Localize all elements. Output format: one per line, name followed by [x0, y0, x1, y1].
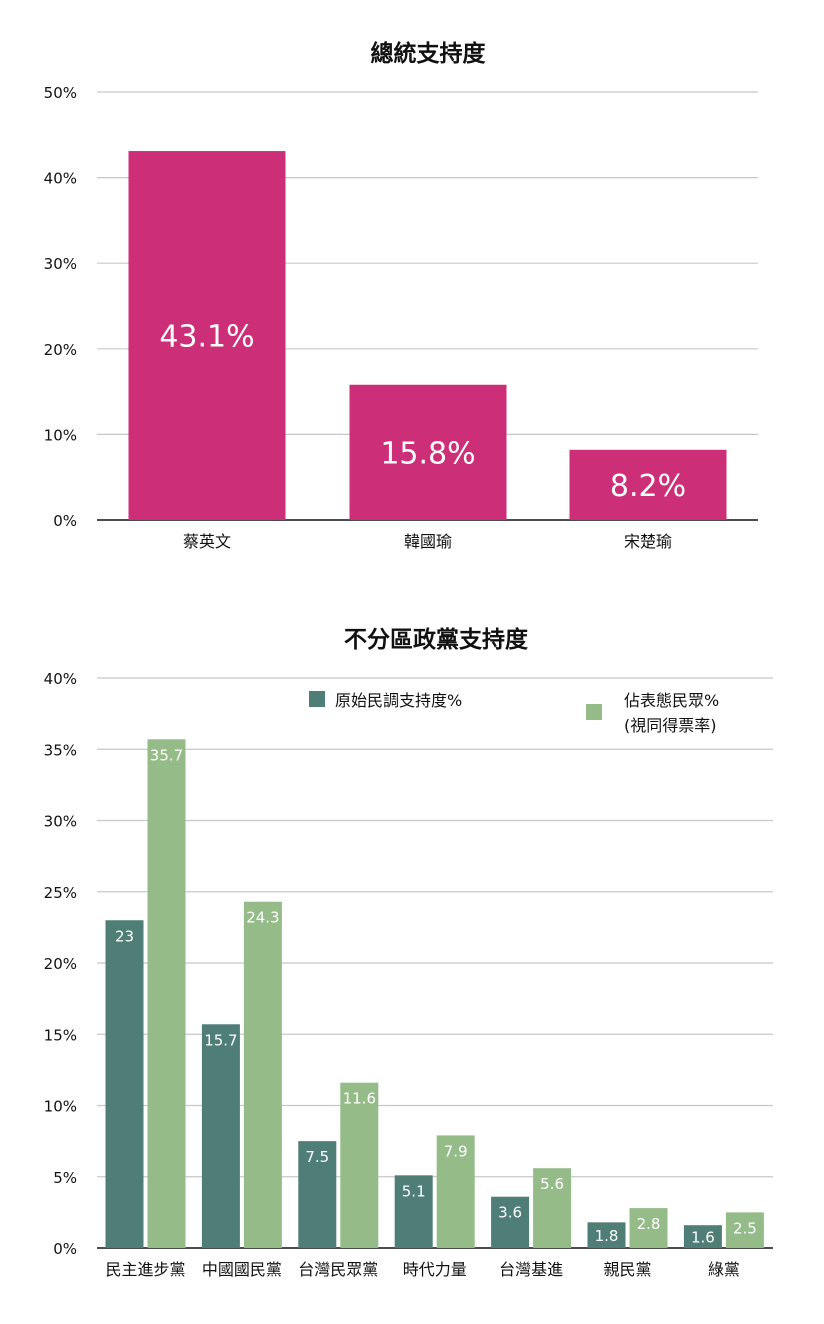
party-list-support-chart: 不分區政黨支持度 0% 5% 10% 15% 20% 25% 30% 35% 40% 23 35.…: [44, 626, 773, 1279]
y-tick-label: 5%: [53, 1169, 77, 1187]
bar-raw-poll: [491, 1196, 530, 1248]
bar-raw-poll: [201, 1024, 240, 1248]
bar-decided-share: [147, 739, 186, 1248]
y-tick-label: 30%: [44, 813, 77, 831]
y-tick-label: 15%: [44, 1026, 77, 1044]
presidential-support-chart: 總統支持度 0% 10% 20% 30% 40% 50% 43.1% 15.8% 8.2% 蔡…: [44, 40, 758, 551]
bar-value-label: 35.7: [150, 746, 183, 764]
bar: [569, 449, 727, 520]
y-tick-label: 0%: [53, 1240, 77, 1258]
bar-value-label: 3.6: [498, 1204, 522, 1222]
bar-value-label: 1.6: [691, 1229, 715, 1247]
y-tick-label: 10%: [44, 426, 77, 444]
bar-raw-poll: [298, 1141, 337, 1248]
bar-value-label: 15.7: [204, 1031, 237, 1049]
y-tick-label: 40%: [44, 670, 77, 688]
bar-value-label: 43.1%: [159, 320, 254, 355]
x-axis-ticks: 民主進步黨 中國國民黨 台灣民眾黨 時代力量 台灣基進 親民黨 綠黨: [105, 1260, 739, 1279]
bar-decided-share: [629, 1208, 668, 1248]
y-tick-label: 0%: [53, 512, 77, 530]
y-tick-label: 50%: [44, 84, 77, 102]
bar-raw-poll: [587, 1222, 626, 1248]
y-tick-label: 35%: [44, 741, 77, 759]
x-tick-label: 台灣民眾黨: [298, 1260, 378, 1279]
bar-value-label: 7.5: [305, 1148, 329, 1166]
y-tick-label: 40%: [44, 170, 77, 188]
bar-value-label: 11.6: [343, 1090, 376, 1108]
bar-value-label: 23: [115, 927, 134, 945]
legend-label-decided-share: 佔表態民眾%: [624, 691, 719, 710]
y-axis-ticks: 0% 10% 20% 30% 40% 50%: [44, 84, 77, 530]
y-tick-label: 10%: [44, 1098, 77, 1116]
bar-raw-poll: [683, 1225, 722, 1248]
y-tick-label: 30%: [44, 255, 77, 273]
y-tick-label: 25%: [44, 884, 77, 902]
bar-value-label: 7.9: [444, 1142, 468, 1160]
x-tick-label: 民主進步黨: [105, 1260, 185, 1279]
x-tick-label: 韓國瑜: [404, 532, 452, 551]
legend-swatch-decided-share: [586, 704, 602, 720]
bars: 23 35.7 15.7 24.3 7.5 11.6 5.1 7.9 3.6 5.6 1.8 2.8 1…: [105, 739, 764, 1248]
bar-value-label: 2.8: [637, 1215, 661, 1233]
x-tick-label: 台灣基進: [499, 1260, 563, 1279]
bars: 43.1% 15.8% 8.2%: [128, 151, 727, 520]
bar-value-label: 5.6: [540, 1175, 564, 1193]
legend-label-raw-poll: 原始民調支持度%: [335, 691, 462, 710]
gridlines: [97, 677, 773, 1249]
bar-value-label: 15.8%: [380, 436, 475, 471]
chart-title: 總統支持度: [371, 40, 487, 67]
x-tick-label: 蔡英文: [183, 532, 231, 551]
bar-value-label: 2.5: [733, 1219, 757, 1237]
bar-value-label: 5.1: [402, 1182, 426, 1200]
bar-value-label: 1.8: [595, 1227, 619, 1245]
legend-label-decided-share-note: (視同得票率): [624, 716, 717, 735]
x-tick-label: 綠黨: [708, 1260, 740, 1279]
legend-swatch-raw-poll: [309, 691, 325, 707]
x-tick-label: 親民黨: [603, 1260, 651, 1279]
bar-decided-share: [725, 1212, 764, 1248]
bar-decided-share: [436, 1135, 475, 1248]
y-tick-label: 20%: [44, 341, 77, 359]
bar-raw-poll: [394, 1175, 433, 1248]
y-axis-ticks: 0% 5% 10% 15% 20% 25% 30% 35% 40%: [44, 670, 77, 1258]
bar-value-label: 8.2%: [610, 469, 686, 504]
x-tick-label: 時代力量: [403, 1260, 467, 1279]
y-tick-label: 20%: [44, 955, 77, 973]
chart-title: 不分區政黨支持度: [344, 626, 529, 653]
bar: [128, 151, 286, 520]
x-axis-ticks: 蔡英文 韓國瑜 宋楚瑜: [183, 532, 672, 551]
bar-decided-share: [340, 1082, 379, 1248]
bar-value-label: 24.3: [246, 909, 279, 927]
x-tick-label: 宋楚瑜: [624, 532, 672, 551]
bar: [349, 384, 507, 520]
x-tick-label: 中國國民黨: [202, 1260, 282, 1279]
bar-decided-share: [533, 1168, 572, 1248]
legend: 原始民調支持度% 佔表態民眾% (視同得票率): [309, 691, 719, 735]
bar-decided-share: [243, 901, 282, 1248]
bar-raw-poll: [105, 920, 144, 1248]
